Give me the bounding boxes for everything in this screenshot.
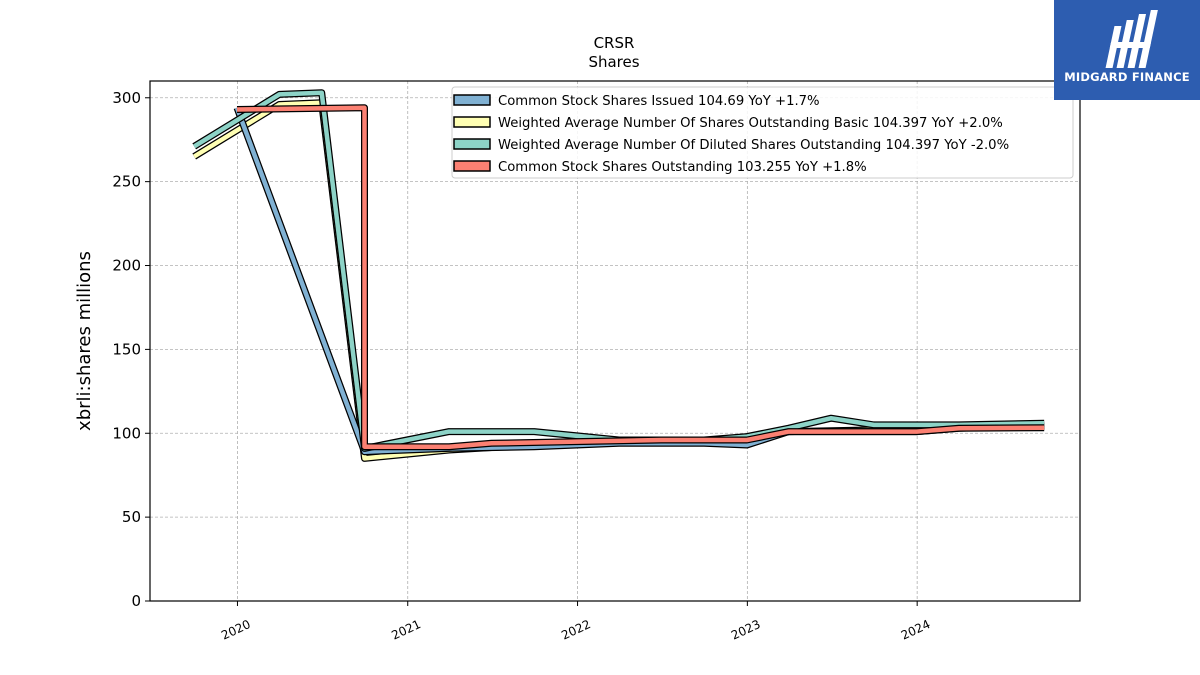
y-axis-label: xbrli:shares millions <box>74 251 95 431</box>
y-tick-label: 300 <box>112 89 141 107</box>
legend-label: Common Stock Shares Issued 104.69 YoY +1… <box>498 94 820 109</box>
y-tick-label: 0 <box>131 592 141 610</box>
y-tick-label: 150 <box>112 340 141 358</box>
legend-frame <box>451 86 1074 179</box>
logo-mark-icon <box>1105 10 1158 68</box>
x-tick-label: 2022 <box>559 617 593 643</box>
x-tick-label: 2020 <box>219 617 253 643</box>
x-tick-label: 2024 <box>899 617 933 643</box>
legend-swatch <box>453 138 491 150</box>
legend-label: Weighted Average Number Of Shares Outsta… <box>498 116 1003 131</box>
legend-swatch <box>453 160 491 172</box>
midgard-finance-logo: MIDGARD FINANCE <box>1054 0 1200 100</box>
x-tick-label: 2021 <box>389 617 423 643</box>
legend: Common Stock Shares Issued 104.69 YoY +1… <box>451 86 1074 179</box>
x-tick-label: 2023 <box>729 617 763 643</box>
y-tick-label: 50 <box>122 508 141 526</box>
legend-label: Common Stock Shares Outstanding 103.255 … <box>498 160 867 175</box>
series-line <box>236 105 1045 449</box>
y-ticks: 0 50 100 150 200 250 300 <box>112 89 150 610</box>
series-layer <box>192 89 1045 462</box>
plot-frame <box>149 80 1081 602</box>
legend-swatch <box>453 94 491 106</box>
y-tick-label: 200 <box>112 257 141 275</box>
chart-subtitle: Shares <box>588 53 639 71</box>
logo-text: MIDGARD FINANCE <box>1064 70 1190 84</box>
chart-title: CRSR <box>594 34 635 52</box>
y-tick-label: 250 <box>112 173 141 191</box>
y-tick-label: 100 <box>112 424 141 442</box>
x-ticks: 2020 2021 2022 2023 2024 <box>219 601 932 643</box>
legend-swatch <box>453 116 491 128</box>
legend-label: Weighted Average Number Of Diluted Share… <box>498 138 1009 153</box>
